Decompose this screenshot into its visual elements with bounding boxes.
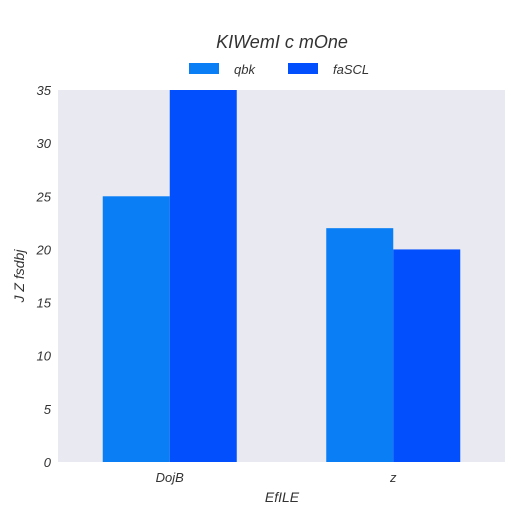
bar-qbk-z — [326, 228, 394, 462]
bars — [102, 90, 461, 463]
y-tick-label: 0 — [44, 455, 52, 470]
legend-swatch-qbk — [189, 63, 219, 74]
legend: qbk faSCL — [189, 62, 369, 77]
y-tick-label: 30 — [37, 136, 52, 151]
y-tick-label: 15 — [37, 296, 52, 311]
bar-faSCL-DojB — [169, 90, 237, 462]
y-axis-label: J Z fsdbj — [11, 249, 27, 304]
x-tick-label: DojB — [156, 470, 185, 485]
bar-qbk-DojB — [102, 196, 170, 463]
y-axis-ticks: 0 5 10 15 20 25 30 35 — [36, 83, 52, 470]
y-tick-label: 25 — [36, 189, 52, 204]
x-axis-label: EfILE — [265, 489, 300, 505]
legend-swatch-faSCL — [288, 63, 318, 74]
y-tick-label: 10 — [37, 349, 52, 364]
legend-label-faSCL: faSCL — [333, 62, 369, 77]
legend-label-qbk: qbk — [234, 62, 256, 77]
y-tick-label: 5 — [44, 402, 52, 417]
y-tick-label: 35 — [37, 83, 52, 98]
chart-title: KIWemI c mOne — [216, 32, 348, 52]
x-axis-ticks: DojB z — [156, 470, 397, 485]
x-tick-label: z — [389, 470, 397, 485]
y-tick-label: 20 — [36, 242, 52, 257]
bar-faSCL-z — [393, 249, 461, 462]
